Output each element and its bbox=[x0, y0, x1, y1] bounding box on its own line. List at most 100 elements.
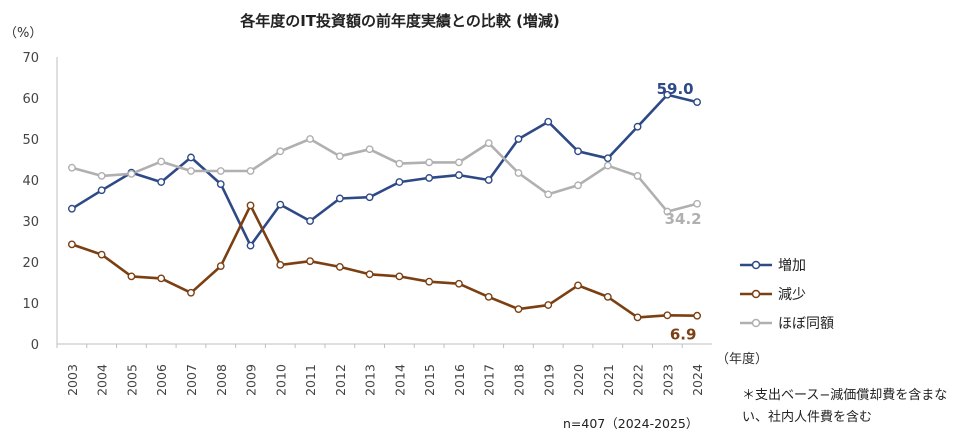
legend-item-flat: ほぼ同額 bbox=[740, 308, 834, 337]
data-point-increase bbox=[395, 178, 404, 186]
data-point-flat bbox=[306, 135, 314, 143]
data-point-increase bbox=[425, 174, 434, 182]
y-tick-label: 70 bbox=[22, 51, 39, 66]
x-tick-label: 2018 bbox=[511, 364, 526, 396]
x-tick-label: 2014 bbox=[392, 364, 407, 396]
data-point-increase bbox=[276, 200, 285, 209]
data-point-flat bbox=[157, 157, 166, 166]
data-point-decrease bbox=[455, 279, 463, 288]
data-point-increase bbox=[246, 241, 255, 250]
x-tick-label: 2006 bbox=[154, 364, 169, 396]
data-point-increase bbox=[335, 194, 344, 203]
x-tick-label: 2015 bbox=[422, 364, 437, 396]
legend-swatch-flat bbox=[740, 318, 772, 327]
data-point-decrease bbox=[514, 305, 523, 314]
x-tick-label: 2010 bbox=[273, 364, 288, 396]
data-point-decrease bbox=[157, 274, 166, 283]
data-point-decrease bbox=[306, 257, 314, 266]
legend-item-increase: 増加 bbox=[740, 250, 834, 279]
data-point-increase bbox=[216, 180, 225, 189]
data-point-flat bbox=[67, 163, 76, 172]
series-line-decrease bbox=[71, 204, 698, 319]
data-point-decrease bbox=[216, 262, 225, 270]
legend-label-increase: 増加 bbox=[778, 257, 806, 274]
data-point-decrease bbox=[127, 272, 136, 281]
end-value-label-increase: 59.0 bbox=[657, 80, 694, 98]
data-point-flat bbox=[395, 159, 404, 168]
y-tick-label: 30 bbox=[22, 215, 39, 230]
x-tick-label: 2003 bbox=[65, 364, 80, 396]
footnote: ＊支出ベース−減価償却費を含まない、社内人件費を含む bbox=[742, 388, 948, 425]
data-point-decrease bbox=[187, 288, 195, 297]
y-tick-label: 20 bbox=[22, 256, 39, 271]
data-point-increase bbox=[187, 153, 195, 162]
x-tick-label: 2019 bbox=[541, 364, 556, 396]
data-point-increase bbox=[157, 178, 166, 186]
data-point-flat bbox=[603, 161, 612, 170]
x-tick-label: 2022 bbox=[631, 364, 646, 396]
x-tick-label: 2009 bbox=[244, 364, 259, 396]
y-tick-label: 40 bbox=[22, 174, 39, 189]
data-point-flat bbox=[484, 139, 493, 148]
data-point-flat bbox=[574, 181, 582, 190]
data-point-decrease bbox=[574, 281, 582, 290]
data-point-decrease bbox=[484, 292, 493, 301]
x-axis-unit-label: （年度） bbox=[716, 352, 769, 367]
data-point-flat bbox=[455, 158, 463, 167]
x-tick-label: 2016 bbox=[452, 364, 467, 396]
end-value-label-flat: 34.2 bbox=[665, 210, 702, 228]
data-point-increase bbox=[544, 117, 553, 126]
data-point-flat bbox=[365, 145, 374, 154]
data-point-decrease bbox=[97, 250, 106, 259]
legend-label-decrease: 減少 bbox=[778, 286, 806, 303]
data-point-decrease bbox=[693, 311, 702, 320]
data-point-decrease bbox=[246, 201, 255, 210]
x-tick-label: 2007 bbox=[184, 364, 199, 396]
x-tick-label: 2008 bbox=[214, 364, 229, 396]
x-tick-label: 2023 bbox=[660, 364, 675, 396]
x-tick-label: 2012 bbox=[333, 364, 348, 396]
data-point-decrease bbox=[276, 260, 285, 269]
legend: 増加 減少 ほぼ同額 bbox=[740, 250, 834, 337]
end-value-label-decrease: 6.9 bbox=[670, 326, 697, 344]
data-point-increase bbox=[484, 176, 493, 184]
data-point-flat bbox=[187, 167, 195, 175]
legend-marker-flat bbox=[751, 318, 761, 327]
x-tick-label: 2013 bbox=[363, 364, 378, 396]
data-point-decrease bbox=[67, 240, 76, 249]
data-point-flat bbox=[97, 171, 106, 180]
legend-marker-increase bbox=[751, 260, 761, 269]
y-tick-label: 10 bbox=[22, 297, 39, 312]
legend-swatch-increase bbox=[740, 260, 772, 269]
data-point-decrease bbox=[425, 277, 434, 286]
data-point-decrease bbox=[395, 272, 404, 281]
data-point-flat bbox=[425, 158, 434, 167]
data-point-flat bbox=[544, 190, 553, 199]
data-point-flat bbox=[246, 167, 255, 175]
data-point-increase bbox=[603, 154, 612, 163]
x-tick-label: 2005 bbox=[124, 364, 139, 396]
data-point-increase bbox=[306, 217, 314, 225]
data-point-increase bbox=[574, 147, 582, 156]
legend-marker-decrease bbox=[751, 289, 761, 298]
data-point-flat bbox=[514, 169, 523, 177]
x-tick-label: 2017 bbox=[482, 364, 497, 396]
data-point-increase bbox=[693, 98, 702, 107]
data-point-flat bbox=[663, 207, 672, 216]
y-axis-unit-label: （%） bbox=[4, 26, 43, 41]
y-tick-label: 50 bbox=[22, 133, 39, 148]
data-point-decrease bbox=[335, 263, 344, 271]
data-point-increase bbox=[663, 90, 672, 99]
data-point-increase bbox=[455, 171, 463, 179]
data-point-increase bbox=[514, 135, 523, 143]
x-tick-label: 2011 bbox=[303, 364, 318, 396]
data-point-flat bbox=[276, 147, 285, 156]
data-point-decrease bbox=[603, 292, 612, 301]
data-point-decrease bbox=[365, 270, 374, 279]
y-tick-label: 60 bbox=[22, 92, 39, 107]
data-point-decrease bbox=[544, 301, 553, 309]
data-point-flat bbox=[693, 199, 702, 208]
legend-swatch-decrease bbox=[740, 289, 772, 298]
data-point-increase bbox=[365, 193, 374, 202]
